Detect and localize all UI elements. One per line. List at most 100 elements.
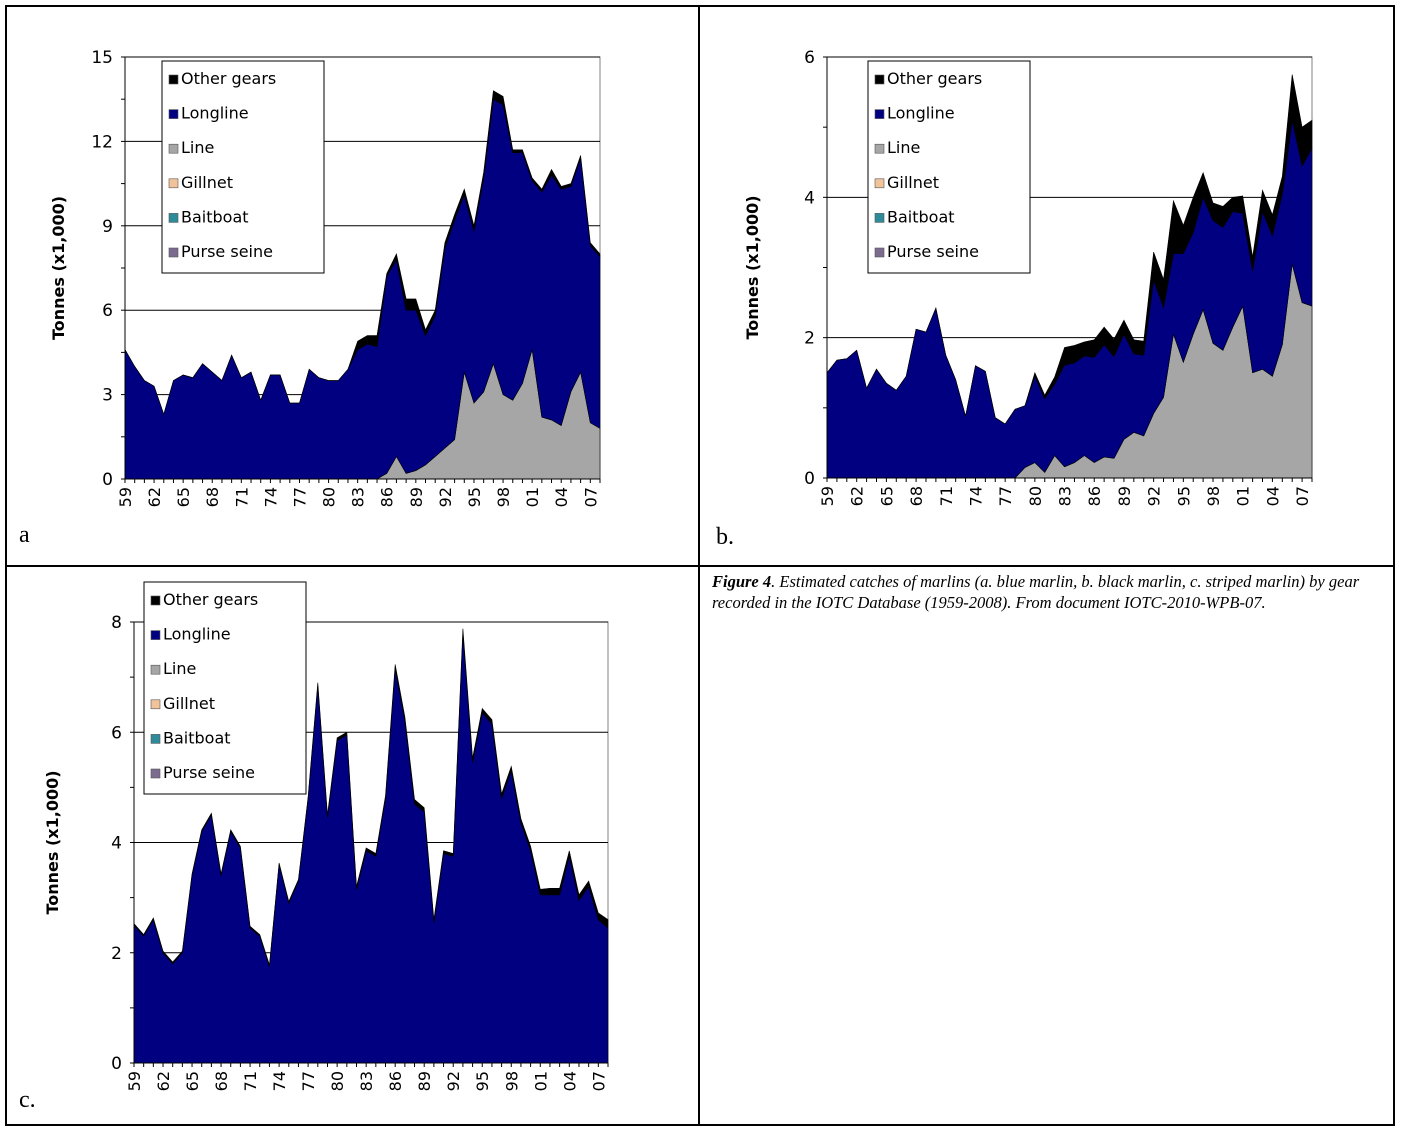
x-tick-label: 80 bbox=[1026, 486, 1045, 506]
table-divider-horizontal bbox=[5, 565, 1395, 567]
y-tick-label: 6 bbox=[111, 723, 122, 743]
x-tick-label: 65 bbox=[174, 487, 193, 507]
panel-letter-a: a bbox=[19, 522, 30, 548]
area-other-gears bbox=[124, 90, 601, 416]
caption-text: . Estimated catches of marlins (a. blue … bbox=[712, 572, 1360, 612]
y-tick-label: 2 bbox=[111, 944, 122, 964]
area-other-gears bbox=[133, 628, 609, 967]
legend-entry: Purse seine bbox=[887, 242, 979, 261]
x-tick-label: 74 bbox=[270, 1071, 289, 1091]
legend-swatch bbox=[150, 768, 161, 779]
legend: Other gears Longline Line Gillnet Baitboat Pu… bbox=[161, 60, 325, 274]
x-tick-label: 04 bbox=[560, 1071, 579, 1091]
y-tick-label: 0 bbox=[804, 469, 815, 489]
y-axis-label: Tonnes (x1,000) bbox=[743, 195, 762, 339]
x-tick-label: 86 bbox=[386, 1071, 405, 1091]
x-tick-label: 62 bbox=[848, 486, 867, 506]
x-tick-label: 92 bbox=[436, 487, 455, 507]
legend-swatch bbox=[168, 74, 179, 85]
legend-swatch bbox=[168, 247, 179, 258]
legend-entry: Other gears bbox=[163, 590, 258, 609]
legend-swatch bbox=[874, 74, 885, 85]
legend-box bbox=[143, 581, 307, 795]
x-tick-label: 07 bbox=[581, 487, 600, 507]
x-tick-label: 07 bbox=[589, 1071, 608, 1091]
x-tick-label: 68 bbox=[907, 486, 926, 506]
x-tick-label: 86 bbox=[378, 487, 397, 507]
x-tick-label: 71 bbox=[937, 486, 956, 506]
chart-panel-b: 0 2 4 6 59 62 65 68 71 74 77 80 83 86 89 92 95 98 01 04 07 To… bbox=[743, 48, 1313, 506]
table-border-bottom bbox=[5, 1124, 1395, 1126]
x-tick-label: 98 bbox=[502, 1071, 521, 1091]
y-tick-label: 0 bbox=[111, 1054, 122, 1074]
y-tick-label: 0 bbox=[102, 470, 113, 490]
x-tick-label: 71 bbox=[232, 487, 251, 507]
y-axis-label: Tonnes (x1,000) bbox=[43, 770, 62, 914]
legend-swatch bbox=[168, 143, 179, 154]
legend-entry: Other gears bbox=[181, 69, 276, 88]
legend-entry: Longline bbox=[181, 104, 249, 123]
legend-swatch bbox=[874, 178, 885, 189]
x-tick-label: 74 bbox=[261, 487, 280, 507]
x-tick-label: 65 bbox=[877, 486, 896, 506]
x-tick-label: 80 bbox=[328, 1071, 347, 1091]
y-tick-label: 6 bbox=[102, 301, 113, 321]
x-tick-label: 89 bbox=[1115, 486, 1134, 506]
legend-swatch bbox=[150, 699, 161, 710]
legend-swatch bbox=[874, 213, 885, 223]
x-tick-label: 68 bbox=[212, 1071, 231, 1091]
legend-swatch bbox=[874, 143, 885, 154]
area-other-gears bbox=[826, 74, 1313, 425]
x-tick-label: 68 bbox=[203, 487, 222, 507]
x-tick-label: 01 bbox=[523, 487, 542, 507]
x-tick-label: 83 bbox=[357, 1071, 376, 1091]
legend-box bbox=[161, 60, 325, 274]
legend-swatch bbox=[150, 734, 161, 744]
legend-entry: Line bbox=[887, 138, 920, 157]
legend-entry: Gillnet bbox=[181, 173, 233, 192]
x-tick-label: 01 bbox=[531, 1071, 550, 1091]
x-tick-label: 89 bbox=[415, 1071, 434, 1091]
x-tick-label: 89 bbox=[407, 487, 426, 507]
x-tick-label: 98 bbox=[494, 487, 513, 507]
x-tick-label: 71 bbox=[241, 1071, 260, 1091]
y-tick-label: 8 bbox=[111, 613, 122, 633]
x-tick-label: 80 bbox=[320, 487, 339, 507]
y-tick-label: 9 bbox=[102, 217, 113, 237]
legend-swatch bbox=[150, 664, 161, 675]
legend-entry: Gillnet bbox=[887, 173, 939, 192]
legend-swatch bbox=[150, 630, 161, 640]
legend-swatch bbox=[874, 247, 885, 258]
table-border-top bbox=[5, 5, 1395, 7]
x-tick-label: 59 bbox=[818, 486, 837, 506]
x-tick-label: 59 bbox=[125, 1071, 144, 1091]
legend-swatch bbox=[874, 109, 885, 119]
x-tick-label: 77 bbox=[290, 487, 309, 507]
y-tick-label: 15 bbox=[91, 48, 113, 68]
x-tick-label: 04 bbox=[1263, 486, 1282, 506]
y-tick-label: 3 bbox=[102, 386, 113, 406]
y-tick-label: 2 bbox=[804, 329, 815, 349]
legend-entry: Longline bbox=[163, 625, 231, 644]
legend-swatch bbox=[168, 178, 179, 189]
x-tick-label: 07 bbox=[1293, 486, 1312, 506]
y-tick-label: 12 bbox=[91, 132, 113, 152]
legend-entry: Line bbox=[163, 659, 196, 678]
x-tick-label: 77 bbox=[299, 1071, 318, 1091]
legend-entry: Purse seine bbox=[163, 763, 255, 782]
x-tick-label: 95 bbox=[465, 487, 484, 507]
legend-entry: Baitboat bbox=[887, 207, 955, 226]
x-tick-label: 92 bbox=[1145, 486, 1164, 506]
y-axis-label: Tonnes (x1,000) bbox=[49, 196, 68, 340]
x-tick-label: 01 bbox=[1234, 486, 1253, 506]
x-tick-label: 65 bbox=[183, 1071, 202, 1091]
panel-letter-b: b. bbox=[716, 524, 734, 550]
legend-swatch bbox=[150, 595, 161, 606]
legend-entry: Purse seine bbox=[181, 242, 273, 261]
panel-letter-c: c. bbox=[19, 1087, 36, 1113]
figure-table bbox=[5, 5, 1395, 1126]
x-tick-label: 59 bbox=[116, 487, 135, 507]
x-tick-label: 74 bbox=[966, 486, 985, 506]
legend-entry: Line bbox=[181, 138, 214, 157]
